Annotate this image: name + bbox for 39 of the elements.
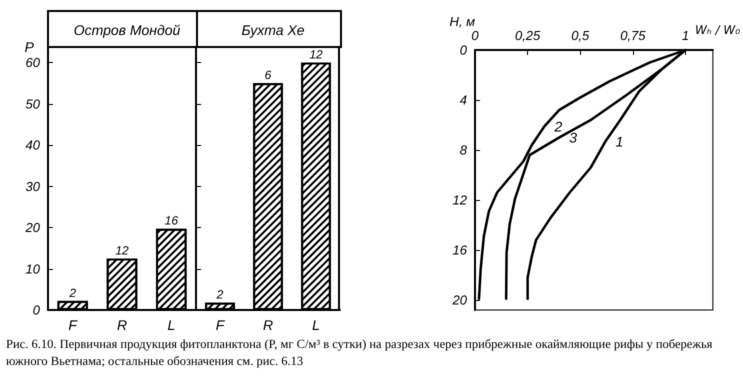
- x-tick-label: L: [167, 317, 176, 333]
- y-axis-title: H, м: [449, 14, 476, 29]
- y-tick-label: 0: [32, 302, 41, 318]
- x-tick-label: R: [262, 317, 274, 333]
- x-tick-label: 0,25: [514, 28, 542, 43]
- annotation: 2: [216, 288, 224, 302]
- y-tick-label: 50: [26, 96, 41, 112]
- x-tick-label: 1: [682, 28, 690, 43]
- y-tick-label: 10: [26, 261, 41, 276]
- y-tick-label: 20: [452, 292, 468, 308]
- annotation: 2: [68, 286, 76, 300]
- x-axis-title: Wₕ / W₀: [695, 23, 740, 37]
- y-tick-label: 16: [452, 242, 468, 258]
- annotation: 16: [164, 214, 178, 228]
- annotation: 6: [264, 68, 272, 82]
- text: Рис. 6.10. Первичная продукция фитопланктона (P, мг C/м³ в сутки) на разрезах через прибрежные окаймляющие рифы у побережья южного Вьетнама; остальные обозначения см. рис. 6.13: [6, 336, 714, 370]
- y-tick-label: 20: [24, 220, 41, 235]
- chart-title: Остров Мондой: [74, 22, 181, 38]
- chart-title: Бухта Хе: [241, 22, 305, 38]
- y-tick-label: 40: [26, 138, 41, 152]
- series-label: 3: [569, 130, 578, 146]
- y-tick-label: 12: [452, 192, 468, 208]
- y-tick-label: 60: [26, 55, 41, 70]
- x-tick-label: F: [216, 317, 226, 333]
- x-tick-label: 0: [471, 28, 480, 43]
- annotation: 12: [115, 243, 129, 258]
- y-tick-label: 4: [460, 92, 467, 108]
- x-tick-label: F: [68, 317, 78, 333]
- y-tick-label: 0: [460, 42, 468, 58]
- x-tick-label: 0,75: [620, 28, 646, 43]
- y-axis-title: P: [24, 39, 35, 55]
- x-tick-label: R: [116, 317, 128, 333]
- series-label: 2: [553, 118, 562, 134]
- annotation: 12: [309, 48, 323, 62]
- x-tick-label: 0,5: [571, 28, 590, 43]
- series-label: 1: [616, 133, 624, 150]
- y-tick-label: 30: [26, 178, 41, 194]
- x-tick-label: L: [312, 317, 320, 333]
- y-tick-label: 8: [460, 142, 468, 158]
